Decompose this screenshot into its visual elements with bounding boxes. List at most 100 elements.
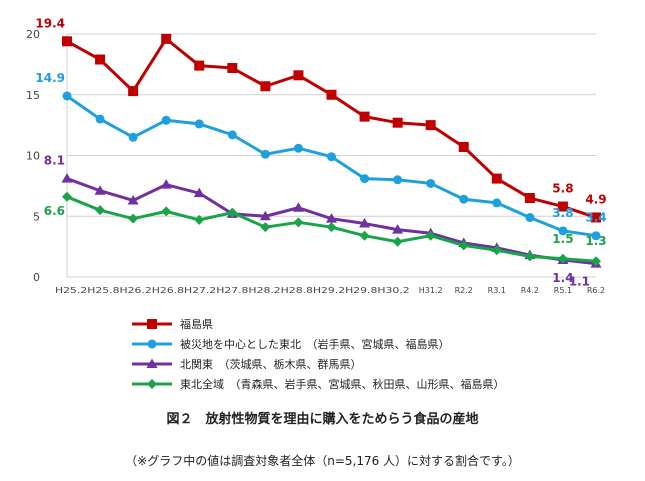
marker-circle (558, 226, 568, 236)
marker-triangle (326, 213, 337, 223)
marker-circle (293, 143, 303, 153)
data-label: 1.3 (585, 234, 606, 248)
marker-square (392, 117, 403, 128)
marker-triangle (160, 179, 172, 189)
x-axis-ticks: H25.2H25.8H26.2H26.8H27.2H27.8H28.2H28.8… (55, 286, 605, 295)
data-labels: 19.4 5.8 4.9 14.9 3.8 3.4 8.1 1.41.1 6.6 1.5 1.3 (35, 16, 606, 288)
marker-diamond (359, 230, 370, 241)
legend-swatch (132, 339, 172, 349)
marker-triangle (193, 187, 205, 198)
series-line-group (62, 33, 601, 223)
marker-circle (62, 91, 72, 101)
legend-label: 北関東 （茨城県、栃木県、群馬県） (180, 358, 362, 371)
marker-circle (327, 152, 336, 162)
marker-triangle (259, 210, 271, 221)
marker-diamond (425, 230, 436, 241)
marker-circle (492, 198, 502, 208)
data-label: 14.9 (35, 71, 65, 85)
marker-square (293, 70, 304, 81)
y-tick-label: 20 (26, 28, 40, 41)
legend-entry: 東北全域 （青森県、岩手県、宮城県、秋田県、山形県、福島県） (130, 374, 505, 394)
marker-diamond (161, 206, 172, 217)
data-label: 3.8 (552, 206, 573, 220)
marker-circle (227, 130, 237, 140)
data-label: 8.1 (44, 154, 65, 168)
data-label: 1.4 (552, 271, 573, 285)
marker-diamond (194, 214, 205, 225)
series-line (66, 37, 597, 219)
marker-circle (128, 132, 138, 142)
marker-square (62, 36, 72, 47)
y-tick-label: 10 (26, 150, 40, 163)
marker-diamond (557, 253, 568, 264)
marker-square (161, 33, 172, 44)
marker-diamond (260, 222, 271, 233)
marker-diamond (326, 222, 337, 233)
marker-triangle (61, 173, 73, 183)
legend-label: 被災地を中心とした東北 （岩手県、宮城県、福島県） (180, 338, 450, 351)
marker-square (227, 63, 238, 74)
marker-square (128, 86, 139, 97)
legend-label: 東北全域 （青森県、岩手県、宮城県、秋田県、山形県、福島県） (180, 378, 505, 391)
x-tick-label: R6.2 (587, 286, 605, 295)
marker-square (147, 319, 157, 329)
marker-circle (459, 194, 469, 204)
legend-swatch (132, 358, 172, 368)
legend-entry: 北関東 （茨城県、栃木県、群馬県） (130, 354, 505, 374)
marker-circle (426, 178, 436, 188)
series-line-group (62, 191, 601, 267)
marker-triangle (94, 185, 106, 195)
marker-diamond (147, 379, 157, 389)
y-tick-label: 5 (33, 210, 40, 223)
x-tick-label: R3.1 (488, 286, 506, 295)
marker-square (326, 89, 337, 100)
marker-circle (525, 212, 535, 222)
marker-diamond (62, 191, 72, 202)
marker-square (591, 212, 601, 223)
legend-entry: 福島県 (130, 314, 505, 334)
x-tick-label: H31.2 (419, 286, 443, 295)
series-line-group (62, 91, 601, 241)
data-label: 3.4 (585, 211, 606, 225)
line-chart: 0 5 10 15 20 H25.2H25.8H26.2H26.8H27.2H27.8H… (26, 16, 607, 295)
marker-triangle (359, 218, 371, 228)
marker-circle (161, 115, 171, 125)
x-tick-label: H25.2H25.8H26.2H26.8H27.2H27.8H28.2H28.8… (55, 286, 410, 295)
data-label: 4.9 (585, 192, 606, 206)
marker-circle (360, 174, 370, 184)
legend-swatch (132, 379, 172, 389)
figure-title: 図２ 放射性物質を理由に購入をためらう食品の産地 (166, 412, 479, 427)
data-label: 6.6 (44, 204, 65, 218)
y-tick-label: 15 (26, 89, 40, 102)
marker-diamond (591, 256, 601, 267)
marker-diamond (524, 251, 535, 262)
x-tick-label: R2.2 (455, 286, 473, 295)
legend-swatch (132, 319, 172, 329)
figure-note: （※グラフ中の値は調査対象者全体（n=5,176 人）に対する割合です。） (125, 454, 520, 468)
marker-diamond (491, 245, 502, 256)
data-label: 1.1 (569, 275, 590, 289)
marker-diamond (128, 213, 139, 224)
marker-circle (393, 175, 403, 185)
legend-label: 福島県 (180, 318, 213, 331)
marker-circle (95, 114, 105, 124)
marker-diamond (392, 236, 403, 247)
marker-diamond (293, 217, 304, 228)
marker-triangle (127, 194, 139, 205)
x-tick-label: R4.2 (521, 286, 539, 295)
x-tick-label: R5.1 (554, 286, 572, 295)
marker-circle (147, 339, 157, 349)
marker-square (458, 141, 469, 152)
marker-triangle (292, 202, 304, 212)
data-label: 1.5 (552, 232, 573, 246)
marker-square (194, 60, 205, 71)
marker-square (524, 193, 535, 204)
marker-square (260, 81, 271, 92)
marker-diamond (458, 240, 469, 251)
series-group (61, 33, 602, 268)
data-label: 5.8 (552, 182, 573, 196)
marker-square (425, 120, 436, 131)
marker-circle (591, 231, 601, 241)
marker-square (491, 173, 502, 184)
